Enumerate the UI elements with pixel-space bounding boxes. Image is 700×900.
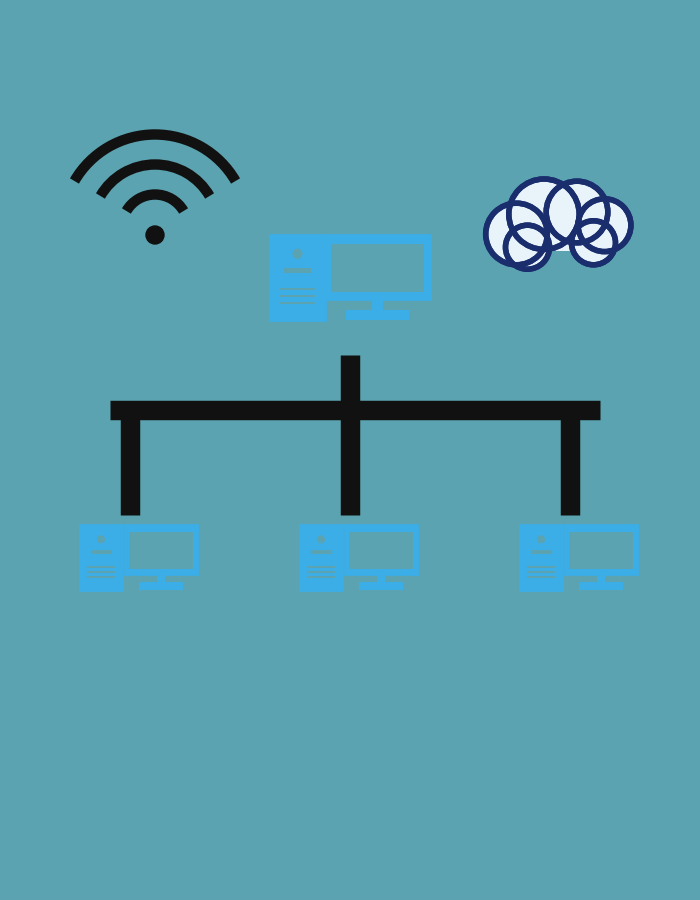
FancyBboxPatch shape — [531, 551, 552, 554]
Circle shape — [293, 249, 302, 258]
FancyBboxPatch shape — [345, 525, 417, 574]
FancyBboxPatch shape — [311, 551, 332, 554]
Circle shape — [486, 203, 547, 265]
FancyBboxPatch shape — [90, 551, 111, 554]
Circle shape — [318, 536, 324, 543]
FancyBboxPatch shape — [130, 532, 192, 569]
FancyBboxPatch shape — [597, 574, 605, 583]
Circle shape — [97, 536, 104, 543]
FancyBboxPatch shape — [125, 525, 197, 574]
FancyBboxPatch shape — [300, 525, 342, 590]
FancyBboxPatch shape — [270, 235, 325, 320]
Circle shape — [509, 179, 579, 249]
Circle shape — [578, 199, 631, 252]
FancyBboxPatch shape — [580, 582, 622, 590]
FancyBboxPatch shape — [565, 525, 637, 574]
Circle shape — [146, 226, 164, 244]
Circle shape — [578, 199, 631, 252]
Circle shape — [486, 203, 547, 265]
Circle shape — [538, 536, 545, 543]
Circle shape — [509, 179, 579, 249]
FancyBboxPatch shape — [331, 244, 424, 292]
FancyBboxPatch shape — [486, 226, 608, 250]
FancyBboxPatch shape — [80, 525, 122, 590]
FancyBboxPatch shape — [359, 582, 402, 590]
Circle shape — [571, 220, 615, 265]
FancyBboxPatch shape — [569, 532, 633, 569]
FancyBboxPatch shape — [349, 532, 413, 569]
Circle shape — [505, 225, 550, 269]
Circle shape — [546, 181, 608, 243]
FancyBboxPatch shape — [486, 226, 608, 250]
FancyBboxPatch shape — [346, 310, 409, 320]
Circle shape — [505, 225, 550, 269]
FancyBboxPatch shape — [158, 574, 164, 583]
FancyBboxPatch shape — [284, 268, 312, 274]
FancyBboxPatch shape — [325, 235, 430, 299]
FancyBboxPatch shape — [372, 299, 383, 311]
FancyBboxPatch shape — [520, 525, 562, 590]
FancyBboxPatch shape — [139, 582, 183, 590]
Circle shape — [571, 220, 615, 265]
Circle shape — [546, 181, 608, 243]
FancyBboxPatch shape — [377, 574, 384, 583]
